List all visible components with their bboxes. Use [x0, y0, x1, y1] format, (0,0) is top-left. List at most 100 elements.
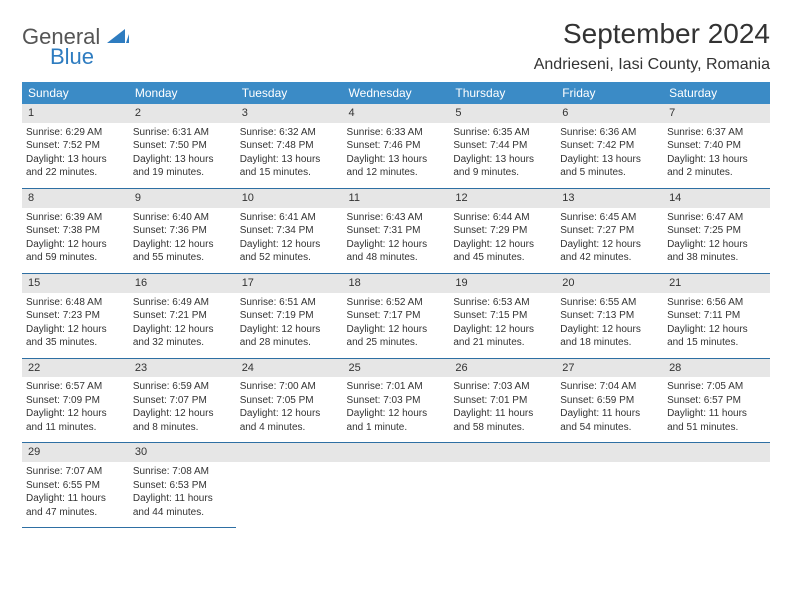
sunset-text: Sunset: 6:53 PM — [133, 479, 232, 493]
sunset-text: Sunset: 7:50 PM — [133, 139, 232, 153]
day-cell — [556, 462, 663, 528]
daylight-text: Daylight: 11 hours — [667, 407, 766, 421]
sunset-text: Sunset: 6:55 PM — [26, 479, 125, 493]
daylight-text: Daylight: 13 hours — [667, 153, 766, 167]
day-number: 9 — [129, 188, 236, 207]
daylight-text: Daylight: 12 hours — [26, 323, 125, 337]
sunrise-text: Sunrise: 6:52 AM — [347, 296, 446, 310]
daylight-text: and 48 minutes. — [347, 251, 446, 265]
day-number: 10 — [236, 188, 343, 207]
sunset-text: Sunset: 7:19 PM — [240, 309, 339, 323]
daylight-text: Daylight: 13 hours — [133, 153, 232, 167]
sunset-text: Sunset: 7:17 PM — [347, 309, 446, 323]
daylight-text: and 51 minutes. — [667, 421, 766, 435]
sunset-text: Sunset: 7:25 PM — [667, 224, 766, 238]
day-cell: Sunrise: 6:51 AMSunset: 7:19 PMDaylight:… — [236, 293, 343, 359]
sunrise-text: Sunrise: 7:01 AM — [347, 380, 446, 394]
sunset-text: Sunset: 7:09 PM — [26, 394, 125, 408]
day-header-row: Sunday Monday Tuesday Wednesday Thursday… — [22, 82, 770, 104]
daylight-text: Daylight: 12 hours — [133, 238, 232, 252]
sunrise-text: Sunrise: 6:56 AM — [667, 296, 766, 310]
sunrise-text: Sunrise: 7:07 AM — [26, 465, 125, 479]
day-cell: Sunrise: 6:37 AMSunset: 7:40 PMDaylight:… — [663, 123, 770, 189]
day-number: 3 — [236, 104, 343, 123]
page-title: September 2024 — [534, 18, 770, 50]
calendar-table: Sunday Monday Tuesday Wednesday Thursday… — [22, 82, 770, 528]
day-number: 5 — [449, 104, 556, 123]
day-number: 26 — [449, 358, 556, 377]
daylight-text: Daylight: 12 hours — [667, 238, 766, 252]
sunrise-text: Sunrise: 6:41 AM — [240, 211, 339, 225]
sunrise-text: Sunrise: 6:45 AM — [560, 211, 659, 225]
day-number-row: 2930 — [22, 443, 770, 462]
sunset-text: Sunset: 7:44 PM — [453, 139, 552, 153]
day-number: 22 — [22, 358, 129, 377]
sunrise-text: Sunrise: 7:03 AM — [453, 380, 552, 394]
sunrise-text: Sunrise: 7:04 AM — [560, 380, 659, 394]
day-cell — [343, 462, 450, 528]
day-cell: Sunrise: 6:40 AMSunset: 7:36 PMDaylight:… — [129, 208, 236, 274]
day-number — [449, 443, 556, 462]
sunset-text: Sunset: 7:31 PM — [347, 224, 446, 238]
sunrise-text: Sunrise: 6:57 AM — [26, 380, 125, 394]
daylight-text: and 1 minute. — [347, 421, 446, 435]
week-row: Sunrise: 6:39 AMSunset: 7:38 PMDaylight:… — [22, 208, 770, 274]
sunset-text: Sunset: 7:52 PM — [26, 139, 125, 153]
day-number: 11 — [343, 188, 450, 207]
sunrise-text: Sunrise: 6:39 AM — [26, 211, 125, 225]
daylight-text: Daylight: 12 hours — [240, 238, 339, 252]
daylight-text: and 35 minutes. — [26, 336, 125, 350]
location-text: Andrieseni, Iasi County, Romania — [534, 56, 770, 74]
day-number: 13 — [556, 188, 663, 207]
daylight-text: and 5 minutes. — [560, 166, 659, 180]
day-cell: Sunrise: 6:45 AMSunset: 7:27 PMDaylight:… — [556, 208, 663, 274]
daylight-text: and 12 minutes. — [347, 166, 446, 180]
day-number: 24 — [236, 358, 343, 377]
sunrise-text: Sunrise: 6:55 AM — [560, 296, 659, 310]
day-cell: Sunrise: 6:44 AMSunset: 7:29 PMDaylight:… — [449, 208, 556, 274]
daylight-text: and 25 minutes. — [347, 336, 446, 350]
day-cell: Sunrise: 6:56 AMSunset: 7:11 PMDaylight:… — [663, 293, 770, 359]
daylight-text: and 22 minutes. — [26, 166, 125, 180]
day-number-row: 891011121314 — [22, 188, 770, 207]
day-number: 2 — [129, 104, 236, 123]
sunset-text: Sunset: 7:34 PM — [240, 224, 339, 238]
day-cell: Sunrise: 6:49 AMSunset: 7:21 PMDaylight:… — [129, 293, 236, 359]
sunrise-text: Sunrise: 6:49 AM — [133, 296, 232, 310]
day-number — [343, 443, 450, 462]
day-cell: Sunrise: 6:33 AMSunset: 7:46 PMDaylight:… — [343, 123, 450, 189]
sunrise-text: Sunrise: 6:32 AM — [240, 126, 339, 140]
day-cell: Sunrise: 6:29 AMSunset: 7:52 PMDaylight:… — [22, 123, 129, 189]
sunrise-text: Sunrise: 6:33 AM — [347, 126, 446, 140]
daylight-text: and 28 minutes. — [240, 336, 339, 350]
sunrise-text: Sunrise: 7:00 AM — [240, 380, 339, 394]
daylight-text: and 45 minutes. — [453, 251, 552, 265]
week-row: Sunrise: 6:57 AMSunset: 7:09 PM Daylight:… — [22, 377, 770, 443]
day-number — [663, 443, 770, 462]
sunset-text: Sunset: 7:13 PM — [560, 309, 659, 323]
daylight-text: Daylight: 13 hours — [26, 153, 125, 167]
daylight-text: Daylight: 12 hours — [453, 238, 552, 252]
sunset-text: Sunset: 7:23 PM — [26, 309, 125, 323]
week-row: Sunrise: 6:48 AMSunset: 7:23 PMDaylight:… — [22, 293, 770, 359]
day-number-row: 1234567 — [22, 104, 770, 123]
daylight-text: and 59 minutes. — [26, 251, 125, 265]
sunset-text: Sunset: 7:07 PM — [133, 394, 232, 408]
day-header: Wednesday — [343, 82, 450, 104]
day-number: 19 — [449, 273, 556, 292]
daylight-text: and 44 minutes. — [133, 506, 232, 520]
sunset-text: Sunset: 7:03 PM — [347, 394, 446, 408]
day-number: 12 — [449, 188, 556, 207]
daylight-text: Daylight: 12 hours — [347, 238, 446, 252]
daylight-text: and 8 minutes. — [133, 421, 232, 435]
day-cell: Sunrise: 6:48 AMSunset: 7:23 PMDaylight:… — [22, 293, 129, 359]
daylight-text: and 38 minutes. — [667, 251, 766, 265]
day-number: 30 — [129, 443, 236, 462]
daylight-text: Daylight: 11 hours — [560, 407, 659, 421]
daylight-text: and 19 minutes. — [133, 166, 232, 180]
day-cell — [449, 462, 556, 528]
daylight-text: Daylight: 12 hours — [560, 323, 659, 337]
logo-sail-icon — [107, 26, 129, 44]
day-cell: Sunrise: 6:57 AMSunset: 7:09 PMDaylight:… — [22, 377, 129, 443]
day-number: 16 — [129, 273, 236, 292]
